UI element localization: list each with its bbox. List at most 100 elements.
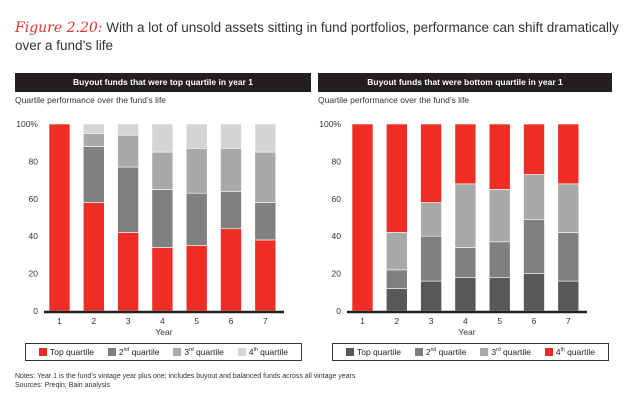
legend-swatch — [414, 348, 423, 356]
legend-item: 3rd quartile — [480, 347, 531, 357]
legend-label: 2nd quartile — [118, 347, 160, 357]
figure-title: Figure 2.20: With a lot of unsold assets… — [15, 19, 625, 55]
bar-segment-3 — [117, 134, 139, 168]
figure-title-text: With a lot of unsold assets sitting in f… — [15, 20, 619, 53]
bar-segment-1 — [523, 273, 545, 312]
legend-label: 4th quartile — [248, 347, 288, 357]
legend-swatch — [544, 348, 553, 356]
x-tick-label: 4 — [160, 316, 165, 326]
bar-segment-4 — [254, 123, 277, 153]
bar-segment-3 — [488, 189, 511, 243]
x-tick-label: 3 — [126, 316, 131, 326]
bar-segment-1 — [48, 123, 71, 312]
legend-item: Top quartile — [38, 347, 94, 357]
bar-segment-2 — [386, 269, 408, 289]
x-tick-label: 2 — [394, 316, 399, 326]
bar-segment-2 — [488, 241, 511, 278]
y-tick-label: 40 — [332, 231, 342, 241]
bar-segment-4 — [386, 123, 408, 233]
left-chart: 0 20 40 60 80 100% 1 2 3 4 5 6 7 Year — [16, 119, 284, 337]
bar-segment-1 — [83, 202, 105, 312]
bar-segment-3 — [420, 202, 442, 237]
legend-swatch — [173, 348, 182, 356]
bar-segment-2 — [523, 219, 545, 274]
legend-label: 3rd quartile — [491, 347, 531, 357]
bar-segment-4 — [351, 123, 374, 312]
bar-segment-1 — [220, 228, 242, 312]
bar-segment-4 — [523, 123, 545, 175]
bar-segment-2 — [557, 232, 580, 282]
legend-swatch — [38, 348, 47, 356]
bar-segment-1 — [454, 277, 477, 312]
x-tick-label: 5 — [194, 316, 199, 326]
bar-segment-2 — [117, 166, 139, 233]
bar-segment-3 — [523, 174, 545, 220]
x-tick-label: 2 — [91, 316, 96, 326]
bar-segment-3 — [254, 151, 277, 203]
legend-label: Top quartile — [49, 347, 94, 357]
notes: Notes: Year 1 is the fund’s vintage year… — [15, 372, 355, 390]
bar-segment-3 — [151, 151, 174, 190]
x-tick-label: 6 — [532, 316, 537, 326]
x-tick-label: 6 — [229, 316, 234, 326]
left-legend: Top quartile 2nd quartile 3rd quartile 4th … — [25, 343, 302, 361]
right-chart-subtitle: Quartile performance over the fund’s lif… — [318, 95, 470, 105]
bar-segment-2 — [185, 192, 208, 246]
bar-segment-1 — [185, 245, 208, 312]
bar-segment-3 — [185, 148, 208, 194]
legend-item: 2nd quartile — [414, 347, 466, 357]
y-tick-label: 0 — [336, 306, 341, 316]
y-tick-label: 60 — [29, 194, 39, 204]
left-chart-header: Buyout funds that were top quartile in y… — [15, 73, 311, 92]
x-tick-label: 1 — [360, 316, 365, 326]
legend-item: 4th quartile — [544, 347, 595, 357]
bar-segment-2 — [454, 247, 477, 278]
y-tick-label: 100% — [319, 119, 341, 129]
bar-segment-1 — [420, 280, 442, 312]
legend-swatch — [480, 348, 489, 356]
figure-number: Figure 2.20: — [15, 20, 103, 36]
y-tick-label: 40 — [29, 231, 39, 241]
x-tick-label: 1 — [57, 316, 62, 326]
bar-segment-3 — [220, 148, 242, 192]
bar-segment-1 — [557, 280, 580, 312]
right-chart-header: Buyout funds that were bottom quartile i… — [318, 73, 612, 92]
bar-segment-3 — [83, 133, 105, 147]
bar-segment-1 — [488, 277, 511, 312]
y-tick-label: 100% — [16, 119, 38, 129]
bar-segment-2 — [420, 235, 442, 282]
left-chart-subtitle: Quartile performance over the fund’s lif… — [15, 95, 167, 105]
bar-segment-1 — [254, 239, 277, 312]
legend-label: 3rd quartile — [184, 347, 224, 357]
legend-item: 3rd quartile — [173, 347, 224, 357]
legend-label: Top quartile — [356, 347, 401, 357]
bar-segment-2 — [220, 191, 242, 230]
right-legend: Top quartile 2nd quartile 3rd quartile 4th … — [332, 343, 609, 361]
bar-segment-3 — [386, 232, 408, 271]
bar-segment-4 — [117, 123, 139, 136]
right-chart: 0 20 40 60 80 100% 1 2 3 4 5 6 7 Year — [319, 119, 587, 337]
y-tick-label: 20 — [332, 269, 342, 279]
bar-segment-3 — [557, 183, 580, 233]
bar-segment-4 — [488, 123, 511, 190]
bar-segment-4 — [454, 123, 477, 185]
bar-segment-3 — [454, 183, 477, 248]
y-tick-label: 80 — [332, 156, 342, 166]
bar-segment-2 — [151, 189, 174, 248]
notes-text: Notes: Year 1 is the fund’s vintage year… — [15, 373, 356, 380]
x-axis-label: Year — [155, 327, 172, 337]
x-tick-label: 7 — [263, 316, 268, 326]
y-tick-label: 20 — [29, 269, 39, 279]
legend-swatch — [237, 348, 246, 356]
x-tick-label: 5 — [497, 316, 502, 326]
legend-swatch — [345, 348, 354, 356]
bar-segment-2 — [254, 202, 277, 241]
bar-segment-1 — [117, 232, 139, 312]
bar-segment-2 — [83, 146, 105, 203]
sources-text: Sources: Preqin; Bain analysis — [15, 382, 110, 389]
legend-label: 4th quartile — [555, 347, 595, 357]
x-tick-label: 7 — [566, 316, 571, 326]
y-tick-label: 60 — [332, 194, 342, 204]
legend-swatch — [107, 348, 116, 356]
x-tick-label: 4 — [463, 316, 468, 326]
